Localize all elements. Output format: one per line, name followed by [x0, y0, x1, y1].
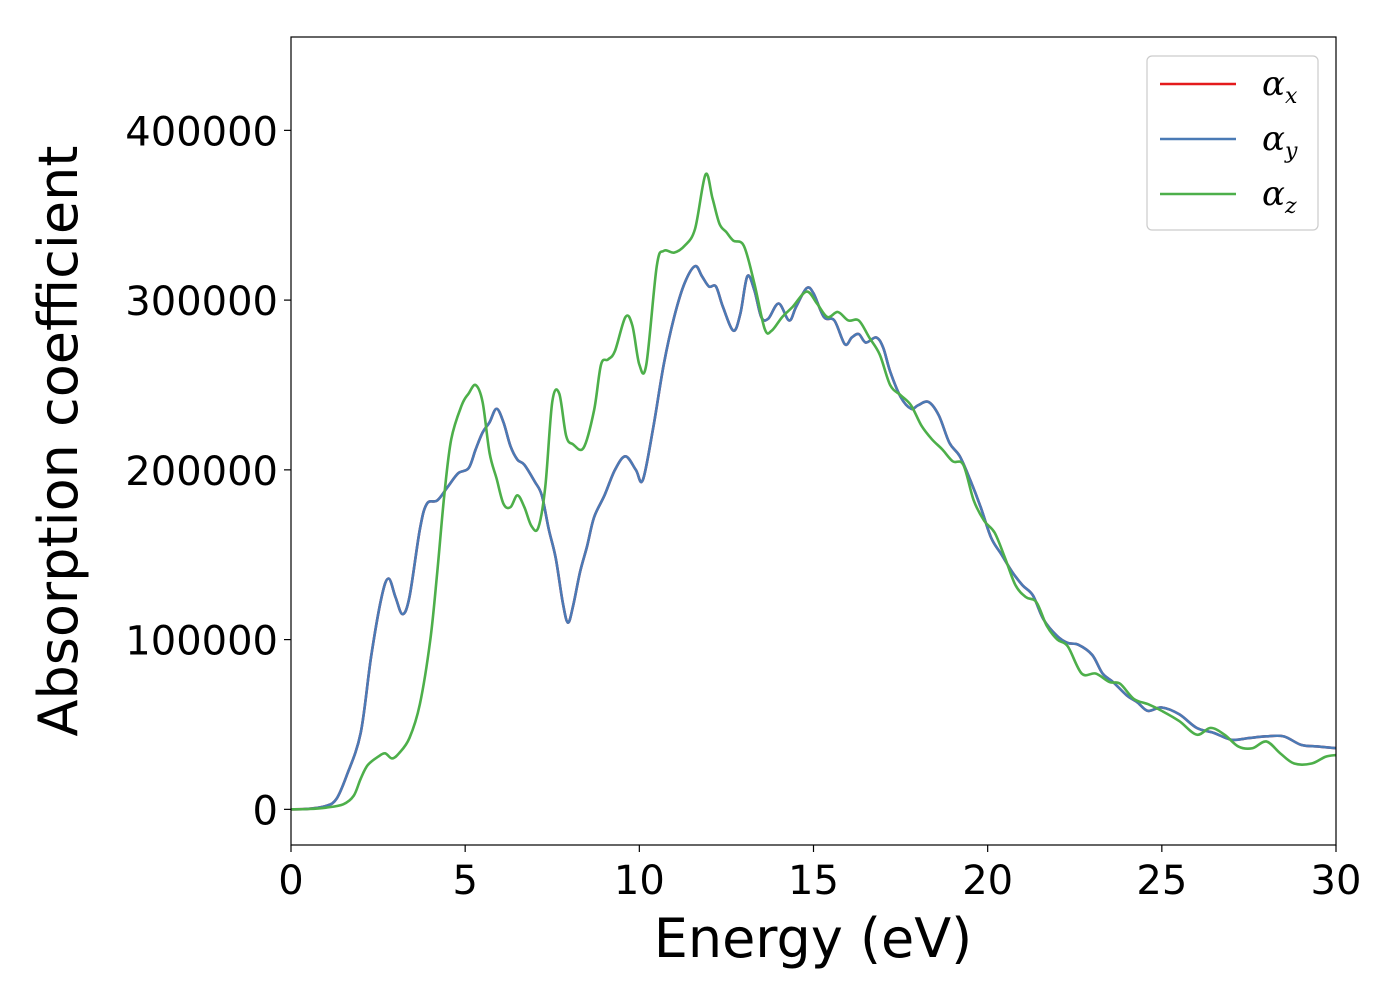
legend-frame: [1146, 55, 1319, 231]
x-tick-label: 10: [614, 858, 665, 904]
y-axis-label: Absorption coefficient: [27, 146, 90, 737]
y-tick-label: 0: [253, 788, 278, 834]
x-axis: 0 5 10 15 20 25 30: [278, 845, 1361, 904]
y-tick-label: 200000: [125, 449, 278, 495]
x-tick-label: 20: [962, 858, 1013, 904]
x-tick-label: 5: [452, 858, 477, 904]
y-tick-label: 300000: [125, 279, 278, 325]
x-axis-label: Energy (eV): [654, 907, 973, 970]
x-tick-label: 15: [788, 858, 839, 904]
y-axis: 0 100000 200000 300000 400000: [125, 109, 291, 834]
x-tick-label: 30: [1311, 858, 1362, 904]
x-tick-label: 25: [1136, 858, 1187, 904]
series-line-alpha-z: [291, 172, 1336, 811]
y-tick-label: 400000: [125, 109, 278, 155]
series-layer: [291, 172, 1336, 811]
series-line-alpha-y: [291, 264, 1336, 811]
x-tick-label: 0: [278, 858, 303, 904]
y-tick-label: 100000: [125, 619, 278, 665]
